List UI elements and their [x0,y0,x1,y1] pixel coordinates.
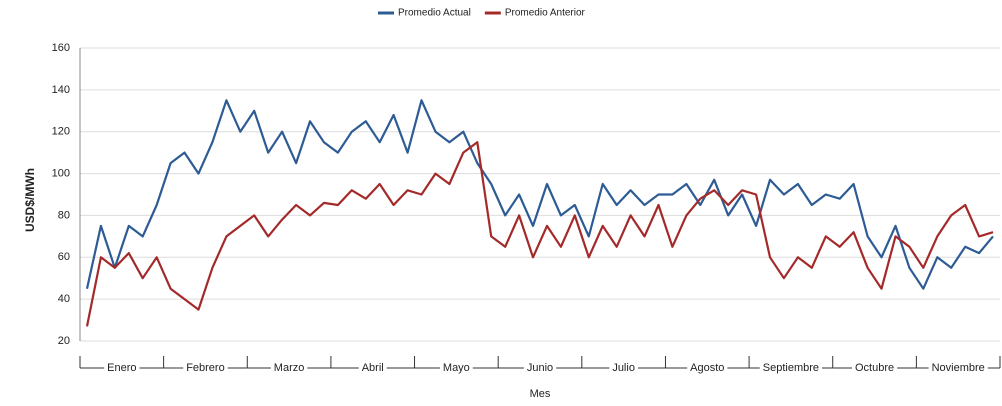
legend-label: Promedio Anterior [505,8,586,19]
x-axis-label: Mes [530,388,551,400]
x-tick-label: Abril [362,362,384,374]
y-tick-label: 60 [58,251,70,263]
y-tick-label: 120 [52,126,70,138]
y-tick-label: 20 [58,335,70,347]
y-tick-label: 40 [58,293,70,305]
series-line [85,99,994,290]
y-tick-label: 160 [52,42,70,54]
x-tick-label: Julio [612,362,635,374]
legend-label: Promedio Actual [398,8,471,19]
y-tick-label: 80 [58,209,70,221]
x-tick-label: Marzo [274,362,305,374]
x-tick-label: Febrero [186,362,225,374]
x-tick-label: Noviembre [932,362,985,374]
series-line [85,141,994,327]
x-tick-label: Enero [107,362,136,374]
y-axis-label: USD$/MWh [23,168,37,232]
x-tick-label: Agosto [690,362,724,374]
x-tick-label: Octubre [855,362,894,374]
x-tick-label: Septiembre [763,362,819,374]
x-tick-label: Mayo [443,362,470,374]
y-tick-label: 100 [52,167,70,179]
y-tick-label: 140 [52,84,70,96]
x-tick-label: Junio [527,362,553,374]
